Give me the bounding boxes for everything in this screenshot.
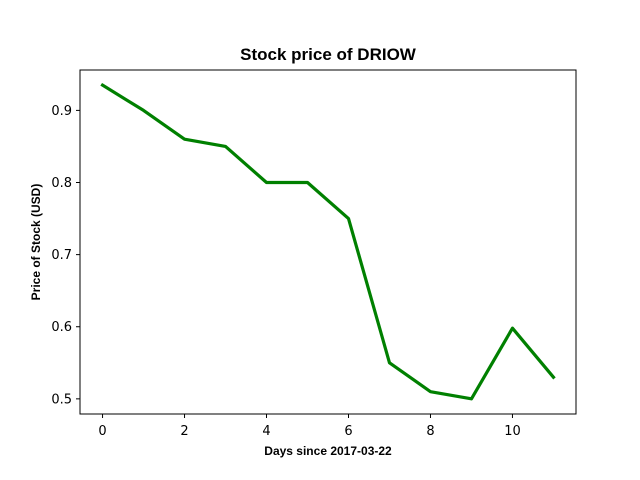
x-axis-ticks: 0 2 4 6 8 10 — [98, 414, 521, 439]
x-tick-label: 8 — [426, 424, 434, 439]
chart-title: Stock price of DRIOW — [240, 45, 417, 64]
y-axis-label: Price of Stock (USD) — [29, 184, 43, 301]
x-tick-label: 0 — [98, 424, 106, 439]
y-tick-label: 0.7 — [51, 248, 72, 263]
x-tick-label: 4 — [262, 424, 270, 439]
plot-area — [100, 82, 556, 401]
series-line — [100, 82, 556, 401]
x-tick-label: 2 — [180, 424, 188, 439]
x-tick-label: 6 — [344, 424, 352, 439]
y-tick-label: 0.8 — [51, 176, 72, 191]
y-tick-label: 0.6 — [51, 320, 72, 335]
x-axis-label: Days since 2017-03-22 — [264, 444, 392, 458]
y-tick-label: 0.5 — [51, 392, 72, 407]
y-tick-label: 0.9 — [51, 104, 72, 119]
x-tick-label: 10 — [504, 424, 521, 439]
plot-frame — [79, 69, 577, 415]
y-axis-ticks: 0.5 0.6 0.7 0.8 0.9 — [51, 104, 80, 407]
